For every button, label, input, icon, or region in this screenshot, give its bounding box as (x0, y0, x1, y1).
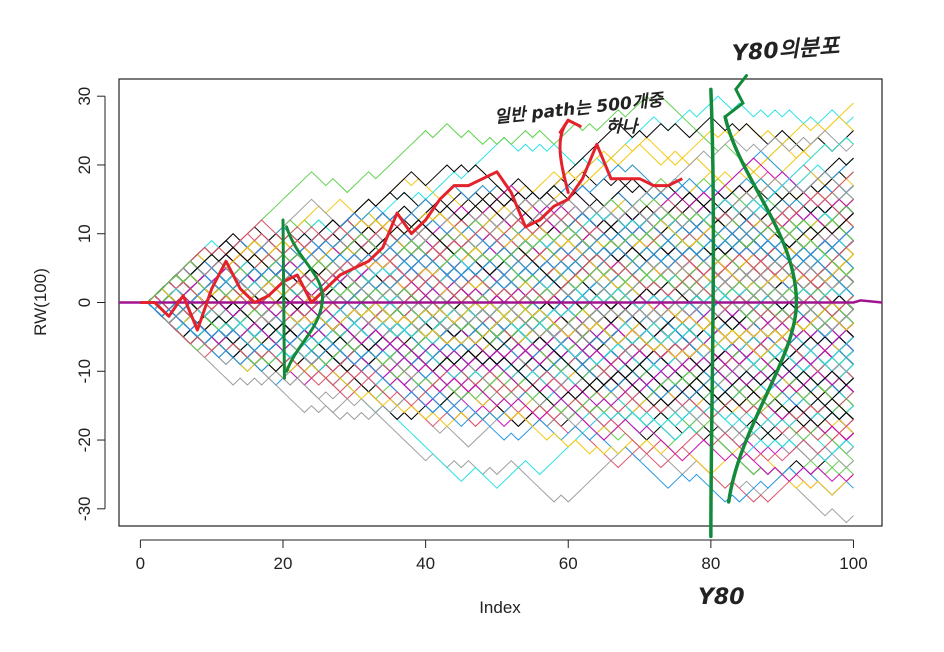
y-tick-label: -10 (75, 359, 94, 384)
random-walk-paths (147, 95, 854, 524)
walk-path (147, 260, 854, 345)
x-tick-label: 0 (136, 554, 145, 573)
walk-path (147, 253, 854, 338)
x-axis: 0 20 40 60 80 100 (136, 539, 868, 573)
y-tick-label: -20 (75, 428, 94, 453)
walk-path (147, 226, 854, 317)
x-axis-title: Index (479, 598, 521, 617)
walk-path (147, 294, 854, 482)
x-tick-label: 40 (416, 554, 435, 573)
walk-path (147, 95, 854, 311)
y-axis: -30 -20 -10 0 10 20 30 (75, 87, 106, 522)
highlighted-path (140, 142, 683, 332)
x-tick-label: 60 (559, 554, 578, 573)
y-tick-label: -30 (75, 497, 94, 522)
green-vertical-80 (709, 87, 716, 539)
green-y80-label: Y80 (698, 585, 745, 610)
x-tick-label: 20 (274, 554, 293, 573)
y-tick-label: 10 (75, 224, 94, 243)
green-density-20 (285, 225, 324, 373)
walk-path (147, 302, 854, 427)
green-density-80 (723, 115, 799, 504)
walk-path (147, 212, 854, 303)
green-squiggle (723, 74, 749, 119)
y-tick-label: 20 (75, 156, 94, 175)
y-axis-title: RW(100) (31, 268, 50, 336)
mean-line (119, 299, 883, 304)
x-tick-label: 100 (839, 554, 867, 573)
red-arrowhead (558, 118, 582, 134)
walk-path (147, 253, 854, 324)
x-tick-label: 80 (701, 554, 720, 573)
green-vertical-20 (281, 218, 286, 380)
walk-path (147, 205, 854, 324)
red-annotation-line2: 하나 (606, 117, 640, 137)
annotations (119, 74, 883, 539)
y-tick-label: 30 (75, 87, 94, 106)
walk-path (147, 302, 854, 503)
y-tick-label: 0 (75, 298, 94, 307)
